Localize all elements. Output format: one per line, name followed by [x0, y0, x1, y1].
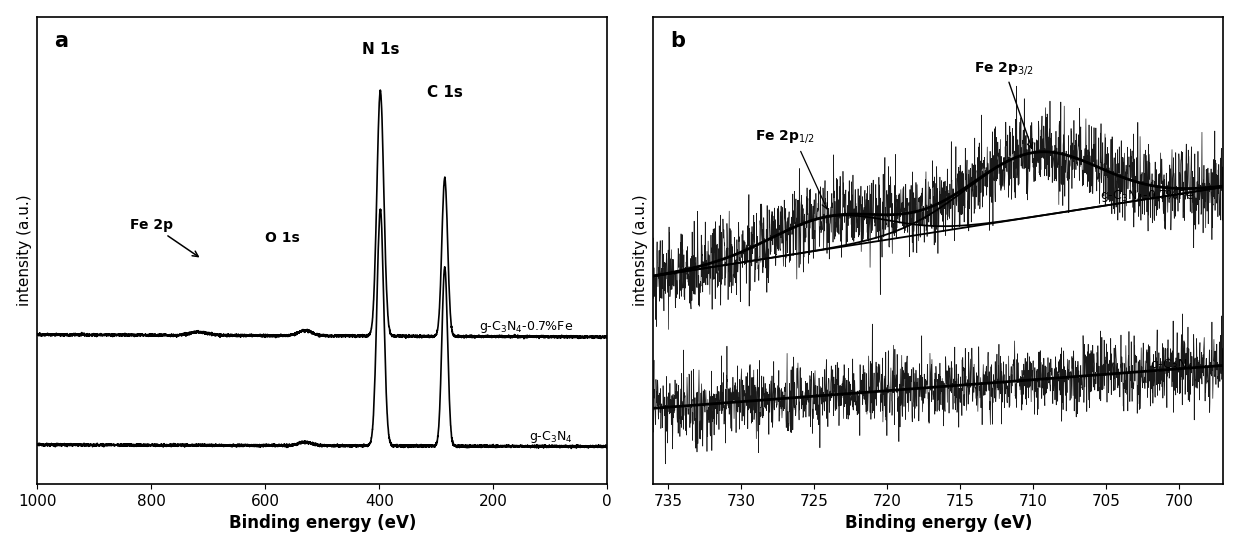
Text: C 1s: C 1s: [427, 86, 463, 100]
Text: Fe 2p$_{3/2}$: Fe 2p$_{3/2}$: [975, 60, 1034, 148]
Y-axis label: intensity (a.u.): intensity (a.u.): [16, 194, 32, 306]
Text: Fe 2p: Fe 2p: [130, 217, 198, 256]
Y-axis label: intensity (a.u.): intensity (a.u.): [632, 194, 647, 306]
Text: Fe 2p$_{1/2}$: Fe 2p$_{1/2}$: [755, 128, 815, 145]
Text: b: b: [671, 31, 686, 51]
Text: g-C$_3$N$_4$: g-C$_3$N$_4$: [1151, 357, 1194, 373]
Text: g-C$_3$N$_4$-0.7%Fe: g-C$_3$N$_4$-0.7%Fe: [1100, 188, 1194, 204]
Text: N 1s: N 1s: [362, 42, 399, 57]
Text: g-C$_3$N$_4$: g-C$_3$N$_4$: [529, 429, 573, 445]
X-axis label: Binding energy (eV): Binding energy (eV): [844, 514, 1032, 533]
X-axis label: Binding energy (eV): Binding energy (eV): [228, 514, 415, 533]
Text: O 1s: O 1s: [265, 231, 300, 245]
Text: a: a: [55, 31, 68, 51]
Text: g-C$_3$N$_4$-0.7%Fe: g-C$_3$N$_4$-0.7%Fe: [479, 319, 573, 335]
